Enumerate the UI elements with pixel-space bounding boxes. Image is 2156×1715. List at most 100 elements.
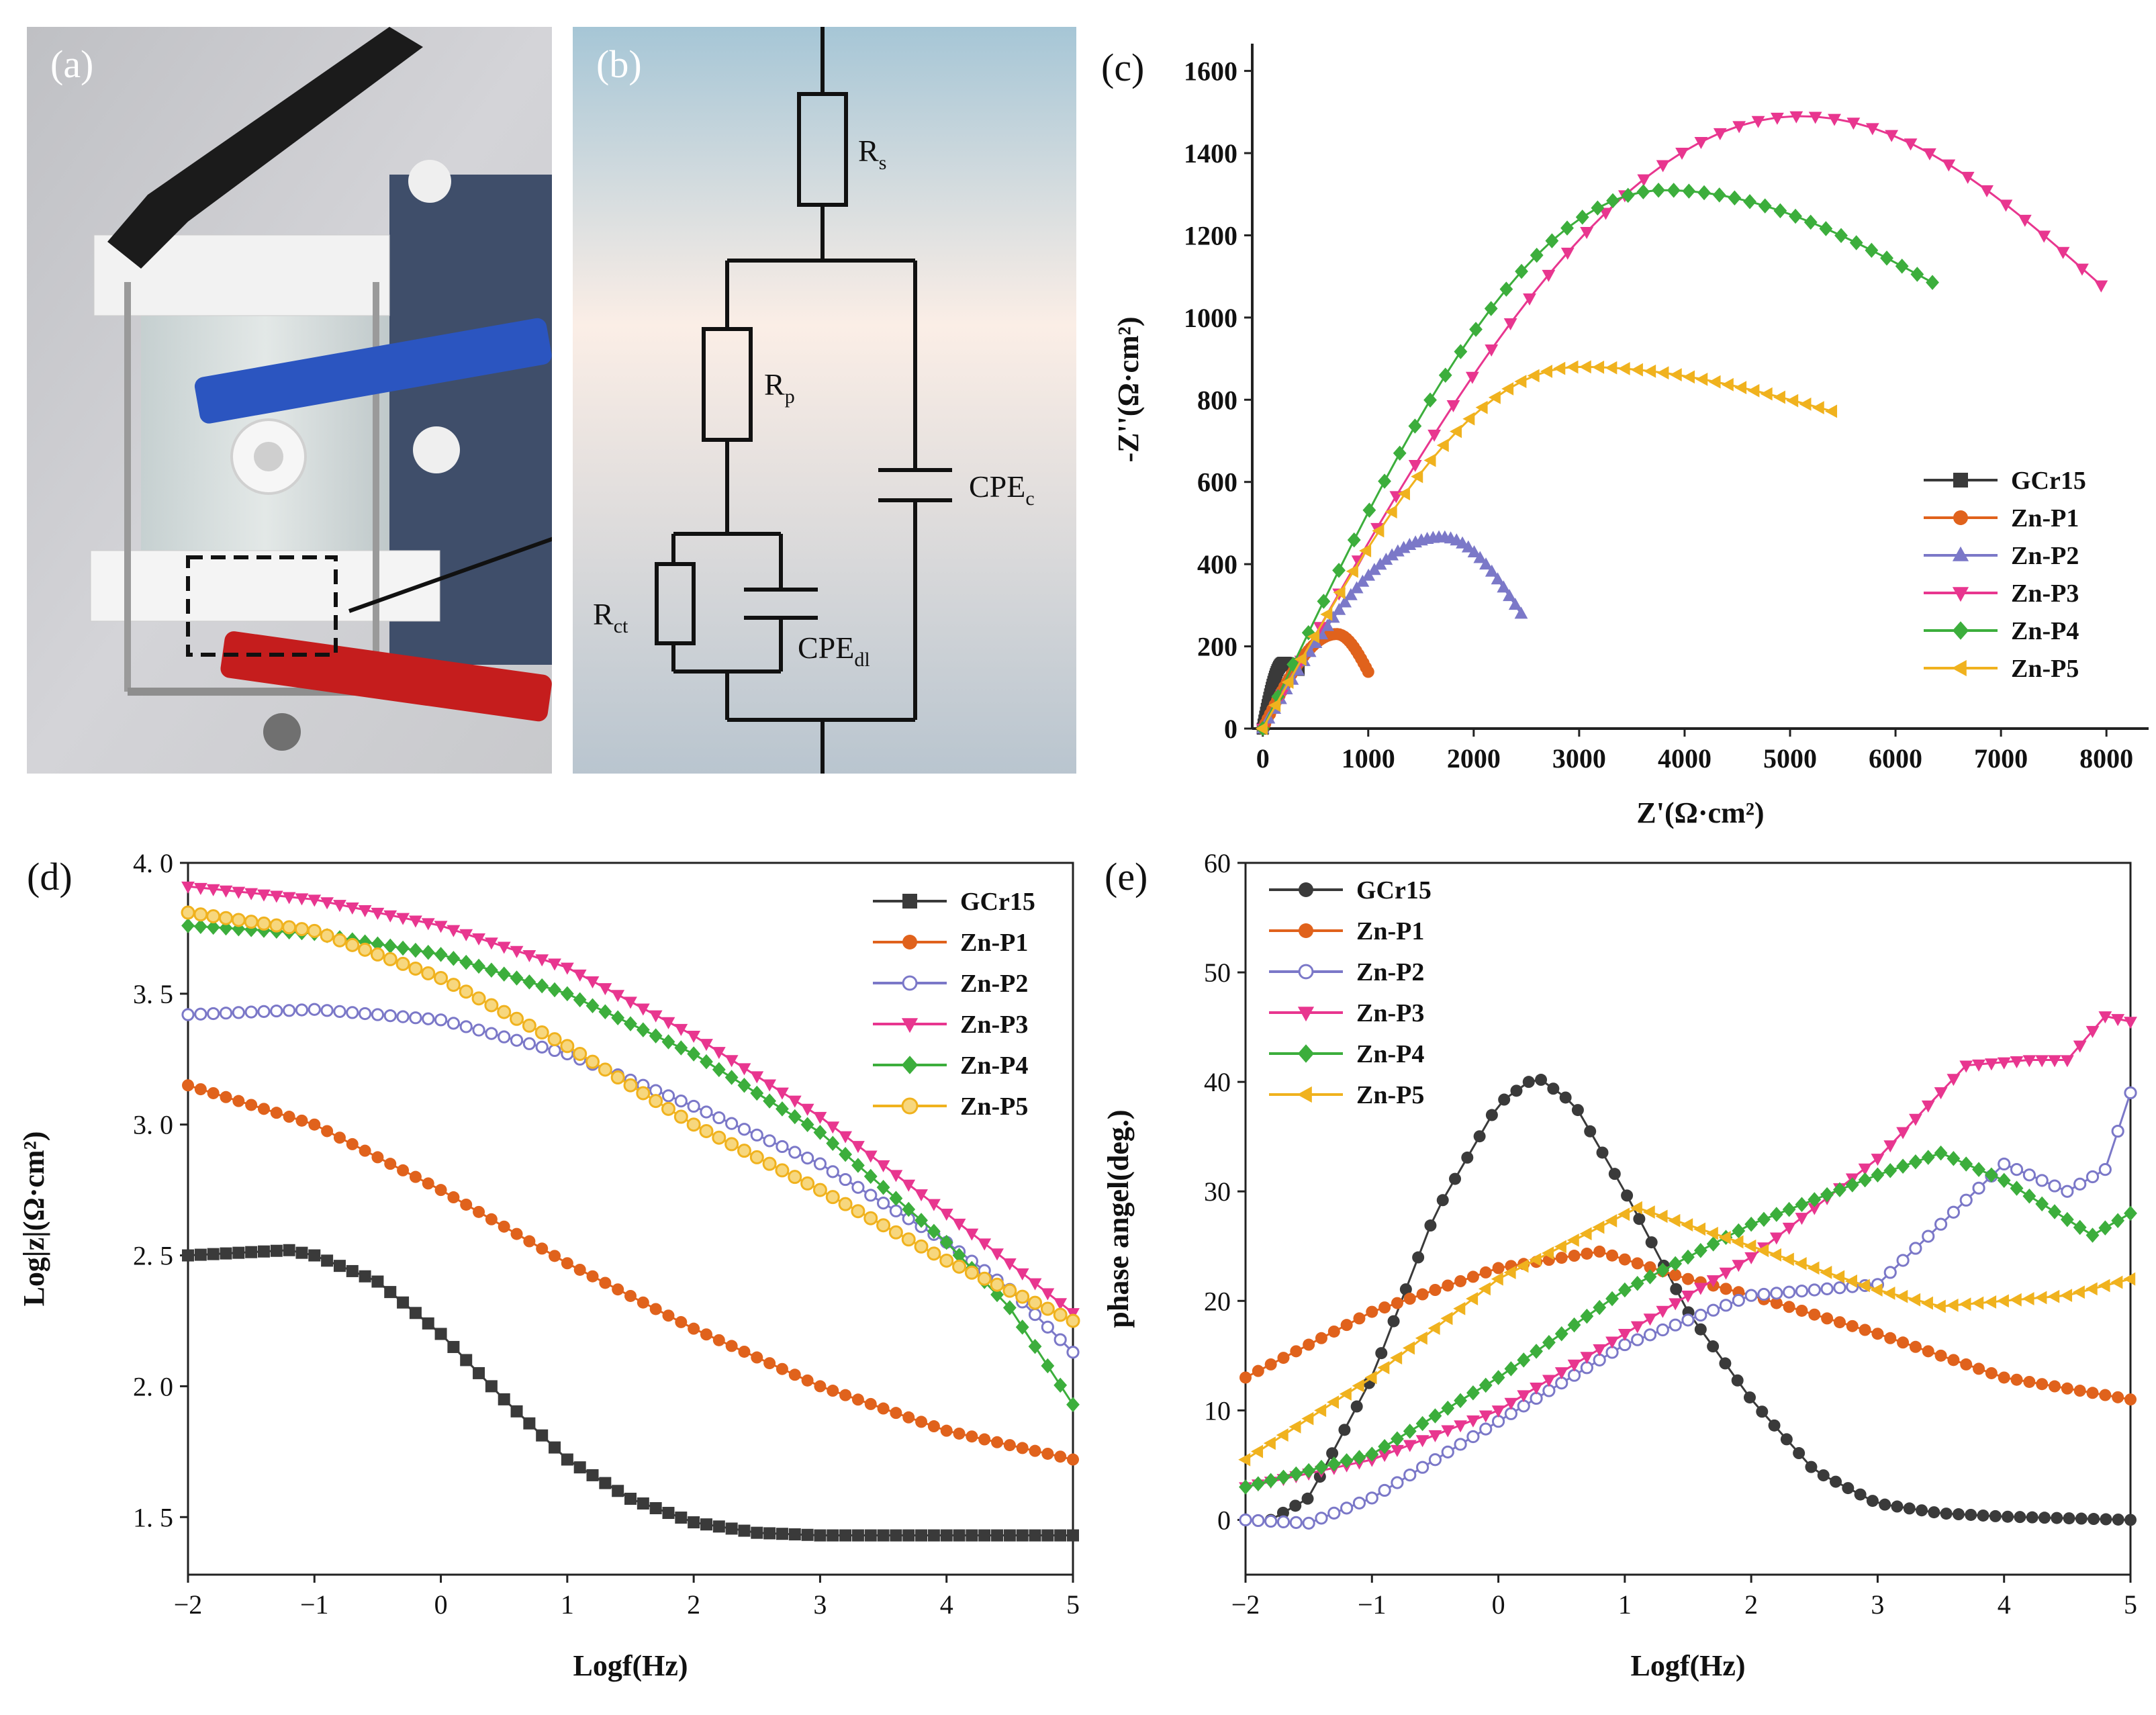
point-zn-p5-41 — [1756, 1244, 1769, 1258]
y-tick-label: 0 — [1224, 714, 1237, 744]
point-zn-p5-5 — [244, 915, 259, 929]
point-zn-p4-36 — [1803, 214, 1818, 230]
point-zn-p3-60 — [1997, 1057, 2011, 1070]
y-tick-label: 4. 0 — [133, 848, 173, 878]
point-gcr15-22 — [460, 1354, 473, 1366]
point-gcr15-1 — [1276, 1506, 1289, 1519]
panel-label-a: (a) — [50, 42, 93, 86]
point-zn-p4-32 — [1643, 1269, 1657, 1285]
legend-marker-zn-p1 — [1953, 510, 1968, 525]
point-zn-p2-1 — [194, 1007, 207, 1021]
point-zn-p5-31 — [573, 1046, 588, 1061]
bottom-clamp — [90, 550, 440, 622]
point-zn-p3-37 — [1706, 1275, 1720, 1288]
point-zn-p4-5 — [1302, 1463, 1316, 1479]
y-tick-label: 2. 5 — [133, 1241, 173, 1271]
point-zn-p4-52 — [839, 1146, 852, 1162]
point-zn-p4-34 — [1773, 203, 1787, 219]
point-zn-p1-63 — [978, 1433, 991, 1446]
point-zn-p2-24 — [485, 1027, 498, 1040]
point-zn-p5-64 — [2047, 1289, 2060, 1303]
point-zn-p5-36 — [636, 1086, 651, 1101]
point-zn-p3-41 — [700, 1039, 713, 1052]
point-zn-p1-34 — [612, 1283, 624, 1296]
point-zn-p3-34 — [611, 990, 625, 1003]
point-zn-p4-30 — [560, 986, 574, 1002]
point-zn-p1-8 — [283, 1111, 295, 1123]
point-zn-p5-17 — [1453, 1301, 1466, 1315]
point-zn-p5-66 — [2072, 1285, 2085, 1299]
point-zn-p5-58 — [1971, 1296, 1984, 1310]
point-zn-p4-18 — [409, 942, 422, 958]
point-zn-p1-26 — [1568, 1250, 1581, 1262]
point-zn-p1-38 — [662, 1309, 675, 1322]
point-gcr15-38 — [662, 1507, 675, 1520]
point-gcr15-26 — [510, 1405, 523, 1418]
x-tick-label: 1 — [561, 1589, 574, 1620]
point-zn-p1-48 — [788, 1369, 801, 1381]
point-gcr15-63 — [978, 1529, 991, 1542]
point-zn-p5-8 — [282, 920, 297, 935]
point-zn-p4-32 — [585, 998, 600, 1014]
point-gcr15-41 — [700, 1518, 712, 1531]
point-gcr15-51 — [1891, 1500, 1904, 1513]
point-zn-p4-8 — [1340, 1453, 1354, 1469]
point-gcr15-59 — [1989, 1510, 2002, 1522]
legend-marker-zn-p3 — [901, 1018, 919, 1033]
point-zn-p3-59 — [927, 1199, 941, 1211]
point-zn-p2-51 — [1883, 1266, 1897, 1279]
point-zn-p3-57 — [1959, 1060, 1973, 1073]
point-zn-p4-19 — [1479, 1377, 1493, 1393]
point-zn-p1-65 — [2061, 1382, 2073, 1395]
point-gcr15-14 — [359, 1270, 371, 1283]
point-gcr15-64 — [991, 1529, 1004, 1542]
point-zn-p5-42 — [712, 1130, 727, 1145]
point-zn-p4-43 — [1782, 1201, 1796, 1217]
point-zn-p3-33 — [598, 983, 612, 996]
point-zn-p1-35 — [1682, 1272, 1694, 1285]
point-zn-p3-32 — [585, 976, 600, 988]
point-zn-p3-43 — [724, 1055, 739, 1068]
point-zn-p1-69 — [2112, 1391, 2124, 1403]
point-zn-p3-64 — [2048, 1055, 2061, 1068]
point-zn-p3-16 — [1560, 247, 1575, 260]
point-gcr15-51 — [827, 1529, 839, 1542]
point-zn-p1-0 — [182, 1079, 194, 1092]
point-zn-p2-67 — [1028, 1308, 1042, 1322]
point-zn-p5-11 — [1377, 1360, 1390, 1375]
point-zn-p5-15 — [370, 947, 385, 962]
point-zn-p3-69 — [1053, 1298, 1068, 1311]
point-zn-p1-27 — [523, 1235, 536, 1248]
line-zn-p5 — [1262, 365, 1833, 729]
point-zn-p3-12 — [1391, 1444, 1404, 1457]
point-zn-p4-32 — [1743, 193, 1756, 210]
point-zn-p2-4 — [1289, 1516, 1303, 1529]
point-zn-p3-58 — [915, 1189, 928, 1202]
point-zn-p5-13 — [345, 937, 360, 952]
point-zn-p2-45 — [1808, 1283, 1821, 1297]
point-zn-p1-68 — [2099, 1389, 2112, 1401]
series-zn-p2 — [1239, 1086, 2137, 1530]
point-zn-p3-38 — [1719, 1267, 1733, 1280]
point-zn-p3-60 — [939, 1209, 953, 1221]
x-axis-label: Logf(Hz) — [573, 1649, 688, 1682]
point-zn-p3-40 — [687, 1031, 701, 1044]
point-gcr15-29 — [1621, 1189, 1634, 1202]
x-tick-label: 0 — [1256, 743, 1270, 774]
point-zn-p3-23 — [472, 933, 485, 946]
point-zn-p4-22 — [1517, 1352, 1531, 1368]
point-zn-p3-19 — [421, 918, 435, 931]
panel-label-b: (b) — [596, 42, 642, 86]
point-zn-p1-19 — [1479, 1266, 1492, 1279]
point-zn-p4-44 — [1795, 1197, 1809, 1213]
legend-marker-zn-p5 — [1951, 659, 1967, 677]
point-zn-p3-7 — [269, 890, 283, 903]
point-gcr15-15 — [371, 1275, 384, 1288]
point-zn-p4-53 — [1909, 1154, 1922, 1170]
point-gcr15-0 — [182, 1249, 194, 1262]
point-zn-p3-40 — [2018, 214, 2032, 227]
y-tick-label: 400 — [1197, 549, 1237, 580]
point-zn-p3-55 — [876, 1160, 890, 1172]
point-zn-p5-51 — [825, 1190, 840, 1205]
y-tick-label: 2. 0 — [133, 1371, 173, 1401]
